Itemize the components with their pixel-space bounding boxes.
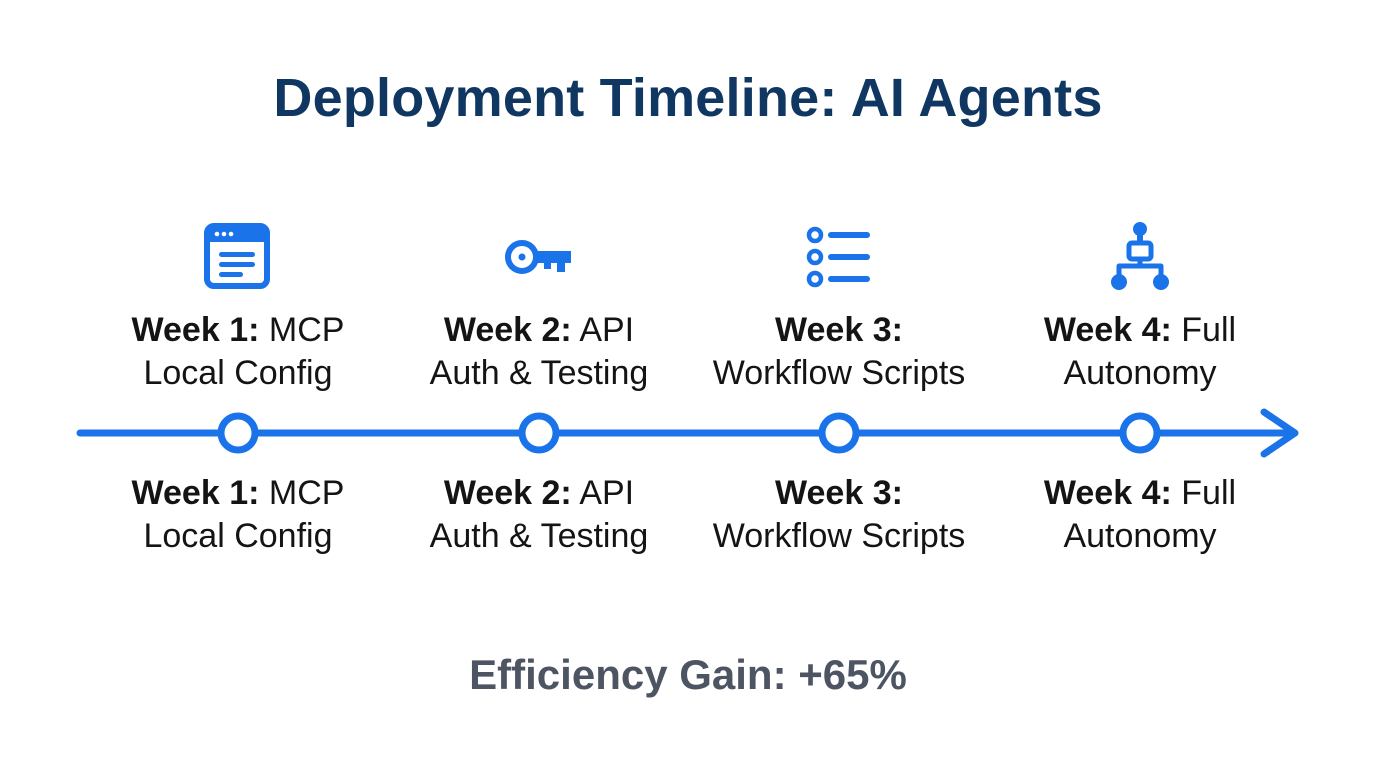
milestone-week: Week 4: — [1043, 311, 1172, 349]
milestone-text-line2: Local Config — [143, 517, 333, 555]
milestone-text: MCP — [268, 311, 345, 349]
milestone-text: API — [579, 474, 635, 512]
milestone-label-4-top: Week 4: Full Autonomy — [980, 309, 1300, 395]
milestone-text-line2: Autonomy — [1063, 354, 1217, 392]
network-hierarchy-icon — [1100, 220, 1180, 296]
milestone-text: Full — [1181, 311, 1237, 349]
key-icon — [499, 220, 579, 296]
milestone-label-2-bottom: Week 2: API Auth & Testing — [379, 472, 699, 558]
arrow-head-icon — [1260, 408, 1299, 458]
milestone-week: Week 3: — [775, 474, 903, 512]
milestone-week: Week 2: — [443, 311, 572, 349]
milestone-week: Week 4: — [1043, 474, 1172, 512]
milestone-text-line2: Auth & Testing — [429, 517, 649, 555]
milestone-text-line2: Workflow Scripts — [712, 354, 966, 392]
milestone-week: Week 2: — [443, 474, 572, 512]
milestone-week: Week 1: — [131, 311, 260, 349]
milestone-node-1 — [217, 412, 259, 454]
milestone-label-3-top: Week 3: Workflow Scripts — [679, 309, 999, 395]
milestone-label-1-bottom: Week 1: MCP Local Config — [78, 472, 398, 558]
milestone-text-line2: Auth & Testing — [429, 354, 649, 392]
milestone-node-3 — [818, 412, 860, 454]
milestone-label-1-top: Week 1: MCP Local Config — [78, 309, 398, 395]
efficiency-gain-summary: Efficiency Gain: +65% — [469, 651, 907, 698]
milestone-week: Week 1: — [131, 474, 260, 512]
milestone-label-4-bottom: Week 4: Full Autonomy — [980, 472, 1300, 558]
milestone-text: API — [579, 311, 635, 349]
milestone-text: Full — [1181, 474, 1237, 512]
milestone-label-2-top: Week 2: API Auth & Testing — [379, 309, 699, 395]
milestone-week: Week 3: — [775, 311, 903, 349]
milestone-text-line2: Local Config — [143, 354, 333, 392]
milestone-text-line2: Workflow Scripts — [712, 517, 966, 555]
milestone-node-2 — [518, 412, 560, 454]
milestone-label-3-bottom: Week 3: Workflow Scripts — [679, 472, 999, 558]
milestone-node-4 — [1119, 412, 1161, 454]
page-title: Deployment Timeline: AI Agents — [273, 68, 1103, 128]
milestone-text-line2: Autonomy — [1063, 517, 1217, 555]
list-icon — [799, 220, 879, 296]
browser-window-icon — [197, 220, 277, 296]
milestone-text: MCP — [268, 474, 345, 512]
timeline-axis — [0, 398, 1376, 468]
